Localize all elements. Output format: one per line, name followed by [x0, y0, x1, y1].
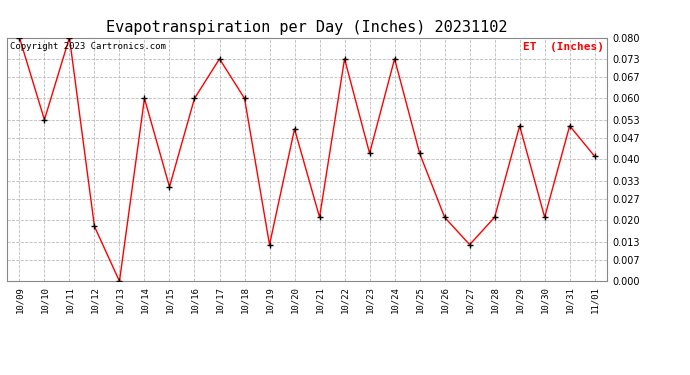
Text: Copyright 2023 Cartronics.com: Copyright 2023 Cartronics.com: [10, 42, 166, 51]
Text: ET  (Inches): ET (Inches): [523, 42, 604, 52]
Title: Evapotranspiration per Day (Inches) 20231102: Evapotranspiration per Day (Inches) 2023…: [106, 20, 508, 35]
